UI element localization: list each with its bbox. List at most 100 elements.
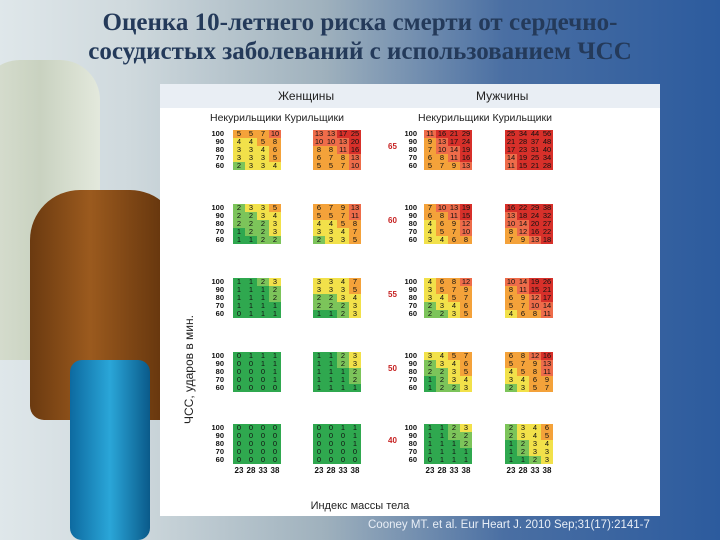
risk-cell: 6 (436, 220, 448, 228)
risk-cell: 1 (325, 368, 337, 376)
risk-cell: 7 (337, 212, 349, 220)
x-axis-label: Индекс массы тела (260, 496, 460, 516)
bmi-label: 38 (350, 466, 360, 475)
risk-cell: 2 (436, 310, 448, 318)
risk-cell: 5 (349, 286, 361, 294)
risk-row: 6 8 11 16 (424, 154, 472, 162)
risk-cell: 3 (233, 154, 245, 162)
risk-grid-men-smokers-age-60: 16 22 29 38 13 18 24 32 10 14 20 27 8 12 16 22 7 9 13 18 (505, 204, 553, 244)
risk-cell: 0 (257, 456, 269, 464)
risk-cell: 12 (529, 351, 541, 360)
risk-cell: 9 (448, 162, 460, 170)
risk-cell: 40 (541, 145, 553, 154)
risk-cell: 1 (245, 352, 257, 360)
hr-label: 90 (215, 137, 224, 146)
risk-cell: 3 (448, 376, 460, 384)
risk-cell: 7 (424, 204, 436, 212)
risk-cell: 6 (460, 360, 472, 368)
risk-cell: 2 (233, 220, 245, 228)
risk-grid-women-smokers-age-60: 6 7 9 13 5 5 7 11 4 4 5 8 3 3 4 7 2 3 3 5 (313, 204, 361, 244)
risk-cell: 16 (529, 227, 541, 236)
risk-cell: 4 (233, 138, 245, 146)
risk-cell: 2 (517, 448, 529, 456)
risk-cell: 12 (460, 277, 472, 286)
hr-label: 60 (408, 235, 417, 244)
hr-label: 90 (215, 359, 224, 368)
risk-cell: 16 (505, 203, 517, 212)
risk-cell: 8 (448, 278, 460, 286)
risk-cell: 1 (424, 448, 436, 456)
risk-cell: 11 (424, 130, 436, 138)
hr-label: 60 (408, 161, 417, 170)
risk-cell: 1 (505, 456, 517, 464)
risk-cell: 4 (349, 294, 361, 302)
risk-cell: 3 (448, 310, 460, 318)
hr-label: 70 (408, 375, 417, 384)
risk-cell: 21 (448, 129, 460, 138)
risk-cell: 38 (541, 203, 553, 212)
risk-cell: 4 (529, 424, 541, 432)
risk-cell: 5 (424, 162, 436, 170)
risk-cell: 3 (541, 448, 553, 456)
risk-cell: 10 (505, 277, 517, 286)
risk-cell: 10 (349, 161, 361, 170)
risk-row: 6 9 12 17 (505, 294, 553, 302)
risk-cell: 8 (505, 286, 517, 294)
risk-row: 11 16 21 29 (424, 130, 472, 138)
risk-row: 13 18 24 32 (505, 212, 553, 220)
risk-cell: 2 (233, 162, 245, 170)
risk-cell: 9 (337, 204, 349, 212)
risk-cell: 2 (517, 440, 529, 448)
risk-cell: 2 (337, 352, 349, 360)
risk-row: 5 7 9 13 (424, 162, 472, 170)
risk-cell: 2 (436, 368, 448, 376)
risk-cell: 5 (257, 138, 269, 146)
hr-label: 80 (215, 145, 224, 154)
risk-grid-men-smokers-age-55: 10 14 19 26 8 11 15 21 6 9 12 17 5 7 10 14 4 6 8 11 (505, 278, 553, 318)
risk-cell: 3 (245, 146, 257, 154)
risk-cell: 0 (313, 448, 325, 456)
risk-cell: 11 (349, 212, 361, 220)
risk-cell: 1 (269, 368, 281, 376)
risk-cell: 10 (325, 137, 337, 146)
risk-cell: 5 (233, 130, 245, 138)
risk-cell: 2 (460, 432, 472, 440)
age-label: 40 (388, 436, 397, 445)
risk-cell: 6 (505, 294, 517, 302)
risk-row: 8 11 15 21 (505, 286, 553, 294)
risk-row: 8 8 11 16 (313, 146, 361, 154)
risk-cell: 3 (436, 302, 448, 310)
risk-cell: 2 (245, 212, 257, 220)
bmi-labels: 23 28 33 38 (233, 466, 281, 475)
risk-cell: 8 (349, 220, 361, 228)
age-label: 55 (388, 290, 397, 299)
risk-cell: 14 (505, 153, 517, 162)
risk-cell: 0 (245, 360, 257, 368)
risk-cell: 3 (424, 236, 436, 244)
hr-label: 100 (211, 129, 224, 138)
risk-cell: 3 (448, 368, 460, 376)
risk-cell: 5 (325, 212, 337, 220)
risk-row: 5 5 7 10 (233, 130, 281, 138)
risk-grid-women-smokers-age-65: 13 13 17 25 10 10 13 20 8 8 11 16 6 7 8 13 5 5 7 10 (313, 130, 361, 170)
risk-cell: 3 (313, 278, 325, 286)
risk-cell: 1 (325, 360, 337, 368)
risk-cell: 6 (424, 154, 436, 162)
risk-cell: 21 (541, 285, 553, 294)
risk-cell: 1 (424, 432, 436, 440)
hr-label: 80 (408, 219, 417, 228)
risk-cell: 24 (460, 137, 472, 146)
risk-cell: 17 (448, 137, 460, 146)
